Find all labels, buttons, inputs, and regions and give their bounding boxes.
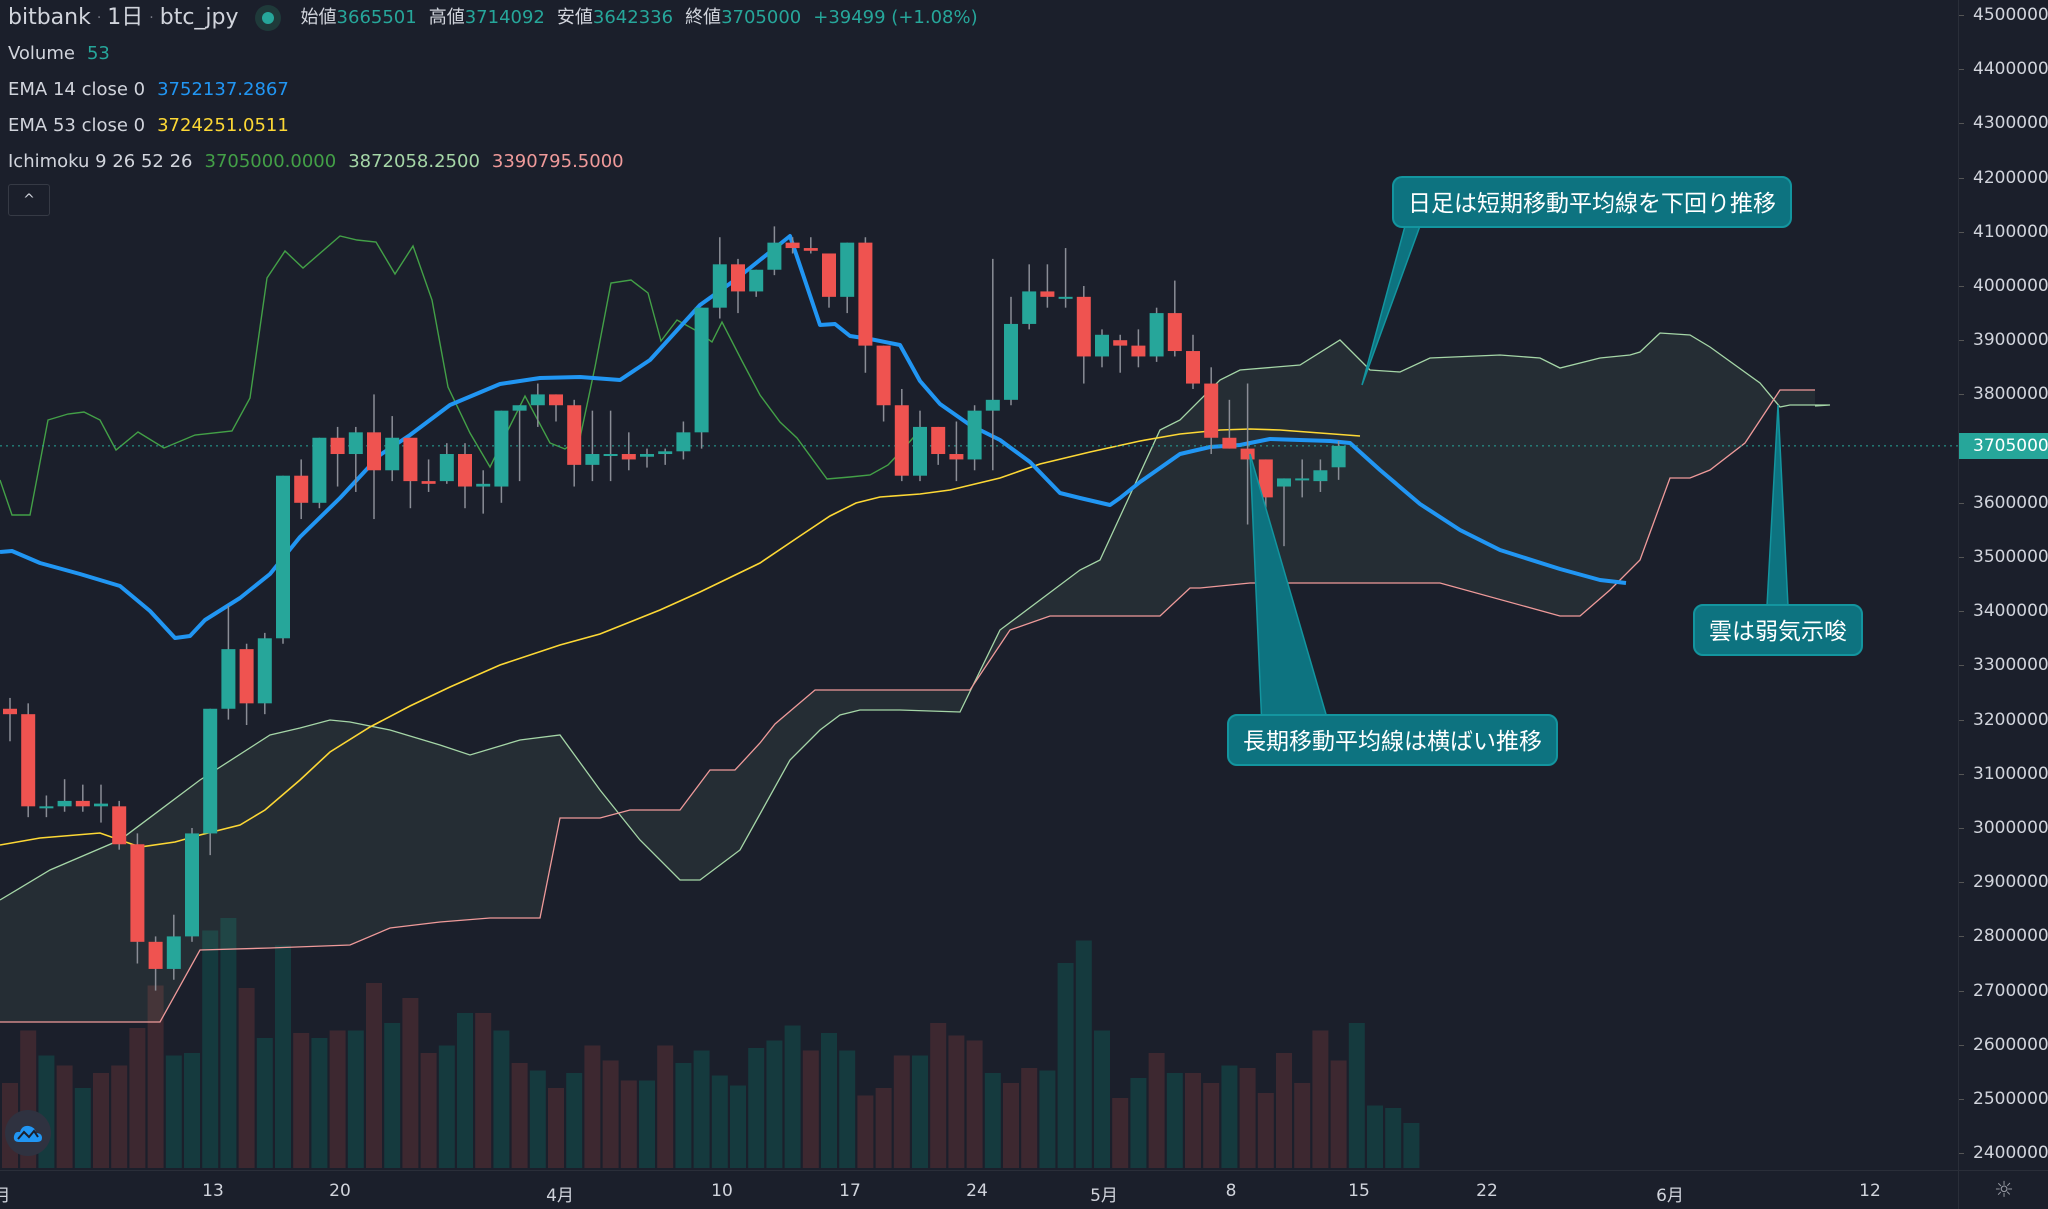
close-label: 終値	[685, 7, 722, 28]
time-label: 8	[1225, 1181, 1237, 1201]
tradingview-logo[interactable]	[5, 1110, 51, 1156]
time-label: 24	[966, 1181, 988, 1201]
callout-text: 雲は弱気示唆	[1709, 619, 1847, 645]
high-label: 高値	[428, 7, 465, 28]
indicator-value: 3724251.0511	[157, 115, 289, 136]
price-label: 4000000	[1973, 276, 2048, 296]
price-label: 4300000	[1973, 113, 2048, 134]
price-label: 3400000	[1973, 601, 2048, 622]
time-label: 月	[0, 1186, 11, 1206]
indicator-ema53[interactable]: EMA 53 close 0 3724251.0511	[8, 108, 990, 144]
price-label: 2900000	[1973, 872, 2048, 893]
indicator-name: Ichimoku 9 26 52 26	[8, 151, 193, 172]
indicator-volume[interactable]: Volume 53	[8, 36, 990, 72]
indicator-value: 53	[86, 43, 110, 64]
close-value: 3705000	[721, 7, 802, 28]
time-label: 22	[1476, 1181, 1498, 1201]
open-value: 3665501	[336, 7, 417, 28]
price-label: 3200000	[1973, 709, 2048, 730]
current-price-label: 3705000	[1959, 432, 2048, 459]
price-label: 4200000	[1973, 167, 2048, 188]
price-label: 3000000	[1973, 818, 2048, 838]
chart-canvas[interactable]	[0, 0, 1958, 1170]
callout-text: 長期移動平均線は横ばい推移	[1243, 729, 1542, 755]
chevron-up-icon: ^	[23, 192, 35, 208]
chart-settings-button[interactable]: ☼	[1958, 1170, 2048, 1209]
callout-text: 日足は短期移動平均線を下回り推移	[1408, 191, 1776, 217]
indicator-value: 3752137.2867	[157, 79, 289, 100]
separator-dot: ·	[149, 10, 154, 26]
interval-label[interactable]: 1日	[107, 5, 144, 30]
time-label: 12	[1859, 1181, 1881, 1201]
cloud-chart-icon	[13, 1125, 42, 1142]
time-axis[interactable]: 月 13 20 4月 10 17 24 5月 8 15 22 6月 12	[0, 1170, 1958, 1209]
market-status-icon	[254, 5, 281, 31]
symbol-label[interactable]: btc_jpy	[159, 5, 239, 30]
time-label: 4月	[546, 1186, 574, 1206]
chart-legend: bitbank · 1日 · btc_jpy 始値 3665501 高値 37140…	[8, 0, 990, 216]
indicator-value: 3390795.5000	[491, 151, 624, 172]
time-label: 20	[329, 1181, 351, 1201]
indicator-name: Volume	[8, 43, 75, 64]
separator-dot: ·	[96, 10, 102, 26]
indicator-ichimoku[interactable]: Ichimoku 9 26 52 26 3705000.0000 3872058…	[8, 144, 990, 180]
indicator-value: 3705000.0000	[204, 151, 337, 172]
price-label: 3600000	[1973, 492, 2048, 513]
price-label: 2700000	[1973, 980, 2048, 1001]
time-label: 6月	[1656, 1186, 1684, 1206]
high-value: 3714092	[464, 7, 545, 28]
price-label: 4400000	[1973, 59, 2048, 80]
time-label: 10	[711, 1181, 733, 1201]
price-label: 2600000	[1973, 1034, 2048, 1055]
price-label: 2500000	[1973, 1089, 2048, 1109]
price-label: 4100000	[1973, 221, 2048, 242]
price-label: 3900000	[1973, 330, 2048, 351]
time-label: 17	[839, 1181, 861, 1201]
price-label: 3800000	[1973, 384, 2048, 405]
indicator-ema14[interactable]: EMA 14 close 0 3752137.2867	[8, 72, 990, 108]
price-label: 3300000	[1973, 655, 2048, 676]
price-label: 3500000	[1973, 547, 2048, 567]
low-label: 安値	[556, 7, 593, 28]
annotation-callout-long-ma[interactable]: 長期移動平均線は横ばい推移	[1227, 714, 1558, 766]
change-value: +39499 (+1.08%)	[813, 7, 978, 28]
exchange-name[interactable]: bitbank	[8, 5, 91, 30]
sun-gear-icon: ☼	[1994, 1177, 2014, 1203]
annotation-callout-cloud[interactable]: 雲は弱気示唆	[1693, 604, 1863, 656]
price-label: 2800000	[1973, 926, 2048, 947]
indicator-name: EMA 14 close 0	[8, 79, 146, 100]
price-label: 3100000	[1973, 763, 2048, 784]
time-label: 13	[202, 1181, 224, 1201]
collapse-legend-button[interactable]: ^	[8, 184, 50, 216]
open-label: 始値	[300, 7, 337, 28]
price-label: 4500000	[1973, 5, 2048, 25]
annotation-callout-short-ma[interactable]: 日足は短期移動平均線を下回り推移	[1392, 176, 1792, 228]
indicator-name: EMA 53 close 0	[8, 115, 146, 136]
price-label: 2400000	[1973, 1143, 2048, 1164]
time-label: 5月	[1090, 1186, 1118, 1206]
low-value: 3642336	[592, 7, 674, 28]
symbol-header: bitbank · 1日 · btc_jpy 始値 3665501 高値 37140…	[8, 0, 990, 36]
time-label: 15	[1348, 1181, 1370, 1201]
indicator-value: 3872058.2500	[348, 151, 480, 172]
price-axis[interactable]: 4500000 4400000 4300000 4200000 4100000 40000…	[1958, 0, 2048, 1170]
